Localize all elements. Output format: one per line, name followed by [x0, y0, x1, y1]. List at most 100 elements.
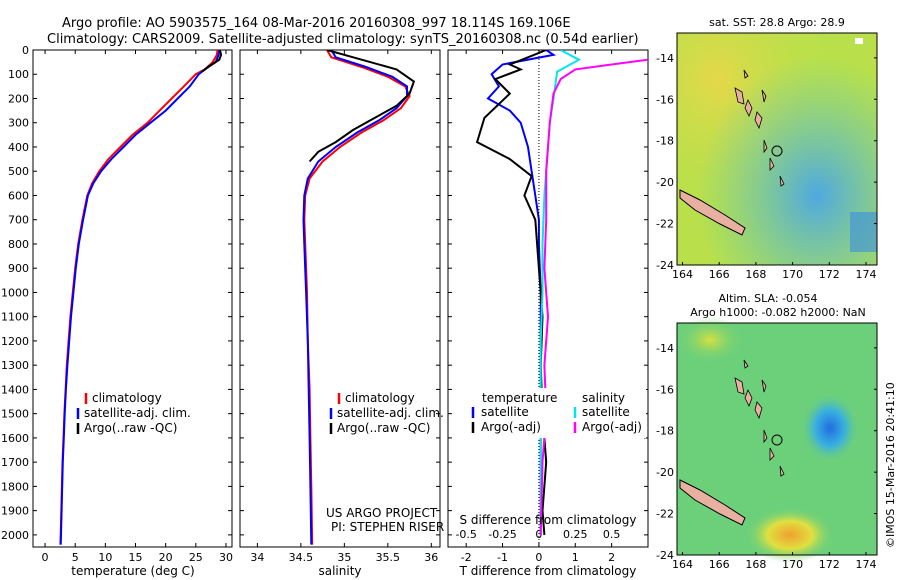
- project-credit: US ARGO PROJECT: [326, 506, 438, 520]
- depth-tick-label: 700: [8, 214, 29, 227]
- salinity-series: [302, 50, 416, 545]
- depth-tick-label: 1600: [1, 432, 29, 445]
- x-tick-label: 1: [572, 551, 579, 564]
- s-tick-label: -0.5: [455, 528, 476, 541]
- map-y-tick-label: -22: [656, 218, 674, 231]
- depth-tick-label: 200: [8, 92, 29, 105]
- depth-tick-label: 1400: [1, 383, 29, 396]
- sst-cold-patch: [850, 212, 877, 252]
- difference-plot-frame: [447, 49, 649, 548]
- vanuatu-islands: [734, 69, 785, 187]
- x-tick-label: 2: [608, 551, 615, 564]
- salinity-plot-frame: [239, 49, 441, 548]
- depth-tick-label: 1500: [1, 408, 29, 421]
- salinity-legend: climatology satellite-adj. clim. Argo(..…: [329, 391, 444, 435]
- map-y-tick-label: -18: [656, 425, 674, 438]
- depth-tick-label: 1200: [1, 335, 29, 348]
- legend-label-climatology: climatology: [345, 391, 415, 405]
- sla-map: [676, 316, 878, 563]
- map-y-tick-label: -16: [656, 383, 674, 396]
- x-tick-label: -2: [461, 551, 472, 564]
- map-y-tick-label: -24: [656, 549, 674, 562]
- map-x-tick-label: 166: [709, 558, 730, 571]
- map-y-tick-label: -20: [656, 176, 674, 189]
- map-x-tick-label: 168: [745, 268, 766, 281]
- map-y-tick-label: -22: [656, 508, 674, 521]
- salinity-xlabel: salinity: [318, 564, 361, 578]
- map-y-tick-label: -16: [656, 93, 674, 106]
- legend-label-s-argo: Argo(-adj): [582, 420, 642, 434]
- depth-tick-label: 1100: [1, 311, 29, 324]
- x-tick-label: 25: [189, 551, 203, 564]
- depth-tick-label: 1700: [1, 456, 29, 469]
- x-tick-label: 0: [535, 551, 542, 564]
- argo-position-marker: [771, 434, 783, 446]
- depth-tick-label: 300: [8, 117, 29, 130]
- legend-label-argo: Argo(..raw -QC): [337, 421, 430, 435]
- series-argo-raw-qc: [308, 50, 416, 163]
- temperature-series: [59, 50, 223, 545]
- sla-map-frame: [676, 322, 878, 556]
- x-tick-label: 35.5: [376, 551, 401, 564]
- t-difference-xlabel: T difference from climatology: [459, 564, 637, 578]
- series-temperature-argo-adj: [475, 50, 548, 535]
- map-x-tick-label: 164: [672, 268, 693, 281]
- x-tick-label: 15: [129, 551, 143, 564]
- map-x-tick-label: 174: [855, 558, 876, 571]
- depth-tick-label: 100: [8, 68, 29, 81]
- sla-map-title: Altim. SLA: -0.054: [718, 292, 817, 305]
- x-tick-label: 0: [42, 551, 49, 564]
- x-tick-label: 35: [337, 551, 351, 564]
- series-argo-raw-qc: [201, 50, 223, 73]
- s-difference-label: S difference from climatology: [460, 513, 637, 527]
- map-y-tick-label: -24: [656, 259, 674, 272]
- map-x-tick-label: 166: [709, 268, 730, 281]
- s-tick-label: 0.25: [563, 528, 588, 541]
- s-tick-label: -0.25: [488, 528, 516, 541]
- series-climatology: [59, 50, 219, 545]
- vanuatu-islands: [734, 359, 785, 477]
- depth-axis: 0 100 200 300 400 500 600 700 800 900 1000 1100 1200…: [1, 44, 37, 542]
- x-tick-label: 36: [424, 551, 438, 564]
- map-y-tick-label: -14: [656, 52, 674, 65]
- depth-tick-label: 800: [8, 238, 29, 251]
- sla-low-anomaly: [800, 392, 860, 464]
- s-tick-label: 0.5: [603, 528, 621, 541]
- temperature-axis: 0 5 10 15 20 25 30: [42, 49, 233, 564]
- x-tick-label: 10: [98, 551, 112, 564]
- sst-map-title: sat. SST: 28.8 Argo: 28.9: [709, 16, 845, 29]
- argo-position-marker: [771, 145, 783, 157]
- legend-label-argo: Argo(..raw -QC): [84, 421, 177, 435]
- legend-background: [452, 388, 646, 438]
- s-tick-label: 0: [535, 528, 542, 541]
- sla-map-subtitle: Argo h1000: -0.082 h2000: NaN: [690, 306, 866, 319]
- series-salinity-argo-adj: [539, 58, 648, 535]
- x-tick-label: 34.5: [289, 551, 314, 564]
- legend-label-satellite: satellite-adj. clim.: [337, 406, 444, 420]
- map-y-tick-label: -14: [656, 342, 674, 355]
- difference-axis: -2 -1 0 1 2 -0.5 -0.25 0 0.25 0.5: [448, 49, 648, 564]
- depth-tick-label: 2000: [1, 529, 29, 542]
- header-title: Argo profile: AO 5903575_164 08-Mar-2016…: [62, 16, 571, 31]
- map-x-tick-label: 168: [745, 558, 766, 571]
- legend-label-t-argo: Argo(-adj): [481, 420, 541, 434]
- depth-tick-label: 500: [8, 165, 29, 178]
- depth-tick-label: 600: [8, 189, 29, 202]
- sst-map-axes: 164 166 168 170 172 174 -14 -16 -18 -20 -22 -24: [656, 52, 877, 281]
- map-x-tick-label: 172: [819, 268, 840, 281]
- series-satellite-adj-clim: [302, 50, 408, 545]
- depth-tick-label: 400: [8, 141, 29, 154]
- map-y-tick-label: -18: [656, 135, 674, 148]
- map-x-tick-label: 174: [855, 268, 876, 281]
- series-temperature-satellite: [486, 50, 557, 535]
- legend-title-temperature: temperature: [482, 391, 557, 405]
- temperature-plot-frame: [32, 49, 233, 548]
- depth-tick-label: 1300: [1, 359, 29, 372]
- sla-high-anomaly: [745, 507, 835, 563]
- x-tick-label: 5: [72, 551, 79, 564]
- pi-credit: PI: STEPHEN RISER: [331, 520, 444, 534]
- series-satellite-adj-clim: [59, 50, 221, 545]
- map-x-tick-label: 170: [782, 558, 803, 571]
